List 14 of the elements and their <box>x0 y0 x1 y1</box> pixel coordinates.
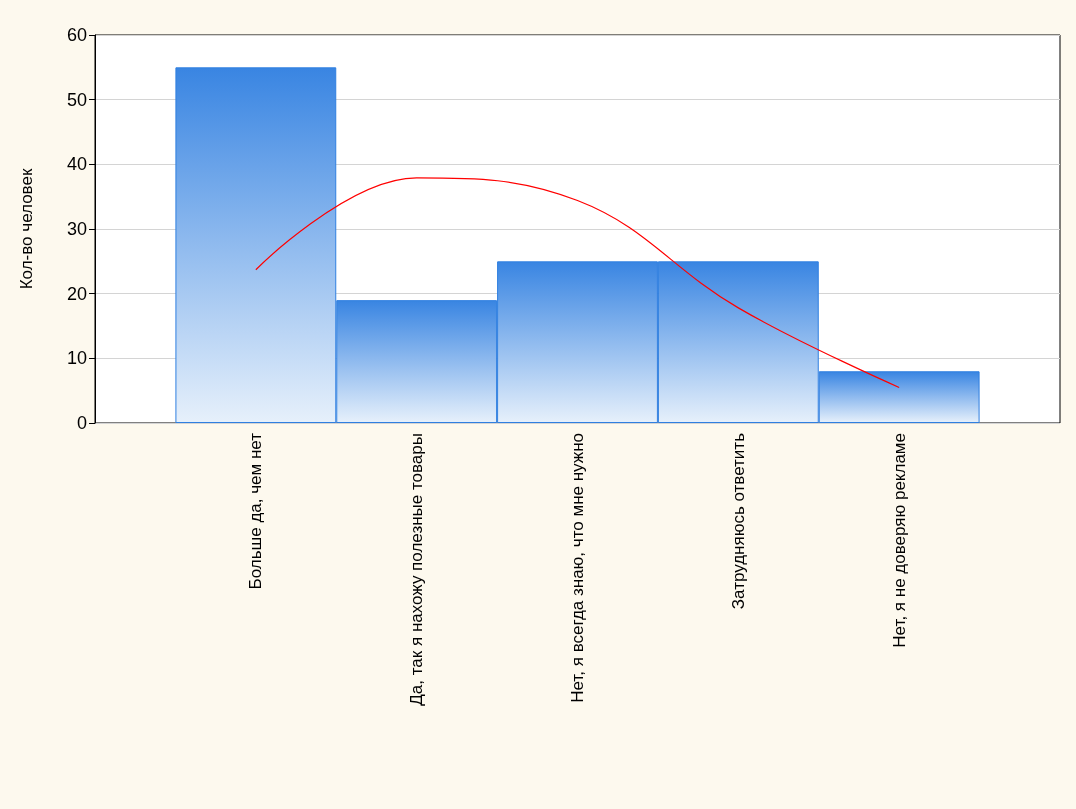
x-tick-label: Нет, я всегда знаю, что мне нужно <box>568 433 587 703</box>
y-axis-title: Кол-во человек <box>17 168 36 290</box>
y-tick-label: 30 <box>66 219 87 239</box>
y-tick-label: 40 <box>66 154 87 175</box>
y-tick-label: 60 <box>66 25 87 45</box>
x-tick-label: Да, так я нахожу полезные товары <box>407 433 427 706</box>
y-tick-label: 0 <box>76 413 87 433</box>
x-tick-label: Больше да, чем нет <box>246 432 266 590</box>
y-tick-label: 50 <box>66 89 87 110</box>
y-tick-label: 20 <box>66 283 87 304</box>
x-tick-label: Нет, я не доверяю рекламе <box>889 433 909 648</box>
y-tick-label: 10 <box>66 348 87 369</box>
x-tick-label: Затрудняюсь ответить <box>728 432 748 610</box>
line-series <box>255 177 900 389</box>
